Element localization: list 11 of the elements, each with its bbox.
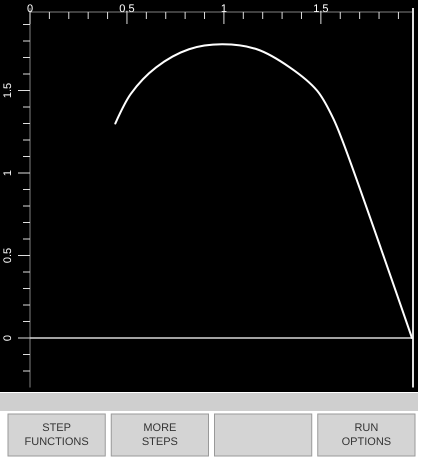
text: STEP FUNCTIONS	[24, 422, 89, 448]
x-tick-label: 0.5	[119, 3, 135, 15]
y-tick-label: 1	[2, 170, 14, 176]
y-tick-label: 1.5	[2, 82, 14, 98]
y-tick-label: 0.5	[2, 248, 14, 264]
x-tick-label: 1.5	[313, 3, 329, 15]
x-tick-label: 1	[220, 3, 227, 15]
x-tick-label: 0	[26, 3, 34, 15]
text: MORE STEPS	[142, 422, 178, 448]
y-tick-label: 0	[2, 334, 14, 342]
text: RUN OPTIONS	[342, 422, 392, 448]
